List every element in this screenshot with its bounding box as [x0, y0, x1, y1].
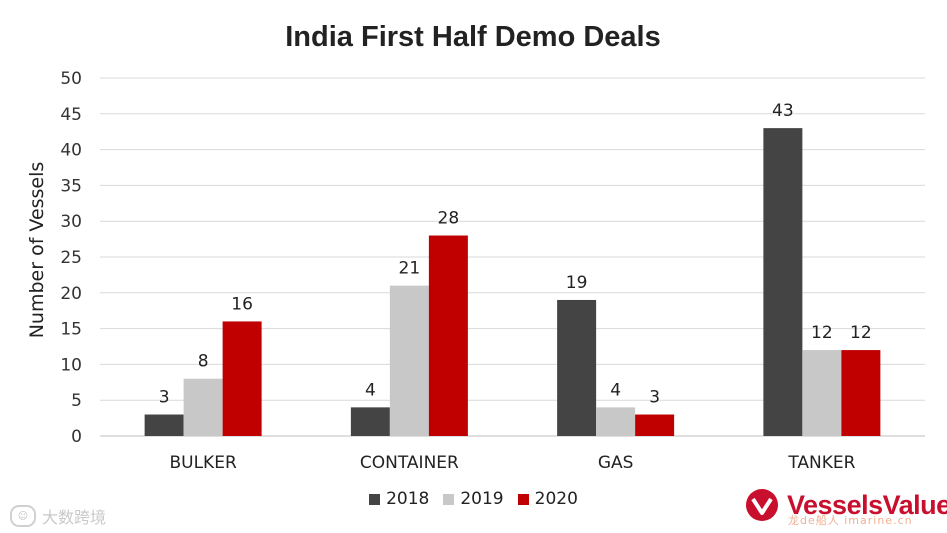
bar-tanker-2018: [763, 128, 803, 436]
legend-swatch-2018: [369, 493, 381, 505]
chart-legend: 2018 2019 2020: [0, 489, 947, 509]
bar-tanker-2019: [802, 350, 842, 436]
bar-gas-2019: [596, 407, 636, 436]
watermark-text: 大数跨境: [42, 508, 107, 527]
x-tick-label-container: CONTAINER: [360, 453, 459, 473]
legend-swatch-2020: [517, 493, 529, 505]
bar-container-2019: [389, 285, 429, 436]
data-label-gas-2019: 4: [610, 380, 621, 400]
x-tick-label-tanker: TANKER: [787, 453, 855, 473]
bar-gas-2018: [557, 299, 597, 436]
y-tick-label-20: 20: [60, 284, 82, 304]
legend-label-2020: 2020: [534, 489, 578, 509]
data-label-bulker-2018: 3: [159, 388, 170, 408]
legend-item-2019: 2019: [443, 489, 504, 509]
legend-item-2020: 2020: [517, 489, 578, 509]
data-label-tanker-2019: 12: [811, 323, 833, 343]
bar-container-2018: [350, 407, 390, 436]
y-tick-label-30: 30: [60, 212, 82, 232]
vesselsvalue-logo-icon: [746, 489, 778, 521]
y-tick-label-10: 10: [60, 355, 82, 375]
watermark-icon: ☺: [10, 505, 36, 527]
watermark-left: ☺ 大数跨境: [10, 504, 106, 528]
y-tick-label-35: 35: [60, 176, 82, 196]
y-tick-label-45: 45: [60, 105, 82, 125]
data-label-container-2018: 4: [365, 380, 376, 400]
bar-bulker-2019: [183, 378, 223, 436]
legend-label-2019: 2019: [460, 489, 504, 509]
data-label-gas-2018: 19: [566, 273, 588, 293]
bar-gas-2020: [635, 414, 675, 436]
data-label-bulker-2019: 8: [198, 352, 209, 372]
bar-container-2020: [428, 235, 468, 436]
data-label-bulker-2020: 16: [231, 294, 253, 314]
x-tick-label-gas: GAS: [598, 453, 634, 473]
chart-title: India First Half Demo Deals: [285, 21, 661, 53]
legend-swatch-2019: [443, 493, 455, 505]
data-label-container-2020: 28: [438, 209, 460, 229]
legend-label-2018: 2018: [386, 489, 430, 509]
y-axis-label: Number of Vessels: [26, 162, 48, 339]
y-tick-label-5: 5: [71, 391, 82, 411]
data-label-tanker-2018: 43: [772, 101, 794, 121]
brand-logo: VesselsValue: [745, 488, 947, 522]
bar-bulker-2020: [222, 321, 262, 436]
data-label-gas-2020: 3: [649, 388, 660, 408]
y-tick-label-50: 50: [60, 69, 82, 89]
bar-tanker-2020: [841, 350, 881, 436]
x-tick-label-bulker: BULKER: [169, 453, 236, 473]
y-tick-label-0: 0: [71, 427, 82, 447]
y-tick-label-15: 15: [60, 320, 82, 340]
y-tick-label-25: 25: [60, 248, 82, 268]
data-label-container-2019: 21: [399, 259, 421, 279]
data-label-tanker-2020: 12: [850, 323, 872, 343]
brand-watermark: 龙de船人 imarine.cn: [788, 514, 913, 527]
legend-item-2018: 2018: [369, 489, 429, 509]
y-tick-label-40: 40: [60, 141, 82, 161]
bar-bulker-2018: [144, 414, 184, 436]
brand-name: VesselsValue: [787, 489, 947, 520]
